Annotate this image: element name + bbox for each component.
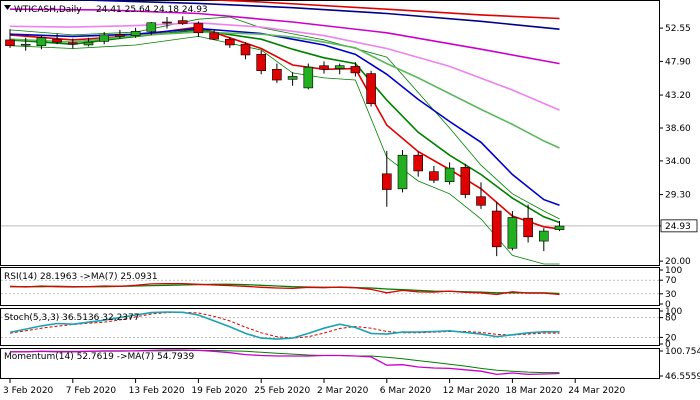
moving-average-7 xyxy=(199,0,560,20)
current-price-label: 24.93 xyxy=(665,222,691,232)
candle-body xyxy=(303,66,314,89)
candle-body xyxy=(209,32,219,40)
momentum-line xyxy=(10,349,560,376)
candle-body xyxy=(444,167,455,182)
candle-body xyxy=(146,22,157,32)
stoch-tick-label: 0 xyxy=(665,340,671,350)
candle-body xyxy=(350,66,361,74)
candle-body xyxy=(99,34,109,42)
candle-body xyxy=(319,65,329,70)
candle-body xyxy=(460,167,471,195)
rsi-line xyxy=(9,282,560,296)
candle-body xyxy=(130,31,141,36)
rsi-tick-label: 30 xyxy=(665,290,677,300)
candle-body xyxy=(36,37,47,46)
date-tick-label: 7 Feb 2020 xyxy=(66,386,117,396)
moving-average-4 xyxy=(9,21,560,111)
price-tick-label: 29.30 xyxy=(665,191,691,201)
price-pane: 52.55 47.90 43.20 38.60 34.00 29.30 24.93 20.00 xyxy=(1,0,698,267)
candle-body xyxy=(397,154,408,190)
candle-body xyxy=(381,173,392,190)
symbol-header: WTICASH,Daily 24.41 25.64 24.18 24.93 xyxy=(4,5,208,15)
collapse-triangle-icon xyxy=(4,5,11,10)
candle-body xyxy=(429,171,439,181)
momentum-pane: 100.754 46.5559 xyxy=(10,347,700,382)
price-tick-label: 20.00 xyxy=(665,257,691,267)
stoch-d-line xyxy=(9,311,560,339)
date-tick-label: 18 Mar 2020 xyxy=(505,386,562,396)
rsi-tick-label: 0 xyxy=(665,300,671,310)
candle-body xyxy=(162,21,172,24)
candle-body xyxy=(52,38,62,43)
candle-body xyxy=(334,65,345,69)
momentum-tick-label: 100.754 xyxy=(665,347,700,357)
date-tick-label: 6 Mar 2020 xyxy=(380,386,432,396)
price-tick-label: 43.20 xyxy=(665,91,691,101)
price-tick-label: 52.55 xyxy=(665,24,691,34)
candle-body xyxy=(272,68,282,81)
rsi-label: RSI(14) 28.1963 ->MA(7) 25.0931 xyxy=(4,272,158,282)
stoch-tick-label: 80 xyxy=(665,314,677,324)
momentum-pane-frame xyxy=(0,348,660,379)
candle-body xyxy=(20,43,31,46)
moving-average-3 xyxy=(9,31,560,149)
current-price-box xyxy=(660,219,698,233)
bollinger-lower-line xyxy=(9,35,560,265)
moving-average-5 xyxy=(9,8,560,65)
date-tick-label: 25 Feb 2020 xyxy=(254,386,310,396)
candle-body xyxy=(115,34,125,37)
stoch-pane-frame xyxy=(0,308,660,346)
candle-body xyxy=(366,73,376,104)
candle-body xyxy=(177,20,188,24)
moving-average-2 xyxy=(9,27,560,207)
rsi-pane-frame xyxy=(0,267,660,306)
candle-body xyxy=(68,42,78,45)
stoch-k-line xyxy=(9,311,560,340)
momentum-label: Momentum(14) 52.7619 ->MA(7) 54.7939 xyxy=(4,352,195,362)
price-pane-frame xyxy=(0,0,660,266)
date-tick-label: 13 Feb 2020 xyxy=(129,386,185,396)
date-tick-label: 19 Feb 2020 xyxy=(191,386,247,396)
date-tick-label: 2 Mar 2020 xyxy=(317,386,369,396)
ohlc-label: 24.41 25.64 24.18 24.93 xyxy=(96,5,208,15)
candle-body xyxy=(287,76,298,80)
candle-body xyxy=(413,154,424,172)
date-tick-label: 12 Mar 2020 xyxy=(443,386,500,396)
candle-body xyxy=(256,53,267,72)
candle-body xyxy=(507,217,518,249)
candle-body xyxy=(240,43,251,56)
candle-body xyxy=(538,230,549,242)
stoch-label: Stoch(5,3,3) 36.5136 32.2377 xyxy=(4,313,139,323)
price-tick-label: 34.00 xyxy=(665,157,691,167)
price-tick-label: 47.90 xyxy=(665,57,691,67)
candle-body xyxy=(523,217,533,238)
stoch-tick-label: 20 xyxy=(665,333,677,343)
date-tick-label: 24 Mar 2020 xyxy=(568,386,625,396)
candle-body xyxy=(5,39,15,46)
candle-body xyxy=(554,225,565,230)
symbol-label: WTICASH,Daily xyxy=(14,5,82,15)
price-tick-label: 38.60 xyxy=(665,124,691,134)
moving-average-6 xyxy=(58,0,560,30)
rsi-tick-label: 70 xyxy=(665,276,677,286)
rsi-tick-label: 100 xyxy=(665,266,682,276)
candle-body xyxy=(193,23,204,34)
momentum-tick-label: 46.5559 xyxy=(665,372,700,382)
candle-body xyxy=(83,41,94,46)
candle-body xyxy=(491,210,502,248)
candle-body xyxy=(476,196,486,206)
candle-body xyxy=(225,38,235,46)
stoch-tick-label: 100 xyxy=(665,307,682,317)
date-tick-label: 3 Feb 2020 xyxy=(3,386,54,396)
date-axis: 3 Feb 2020 7 Feb 2020 13 Feb 2020 19 Feb 20… xyxy=(3,379,626,396)
